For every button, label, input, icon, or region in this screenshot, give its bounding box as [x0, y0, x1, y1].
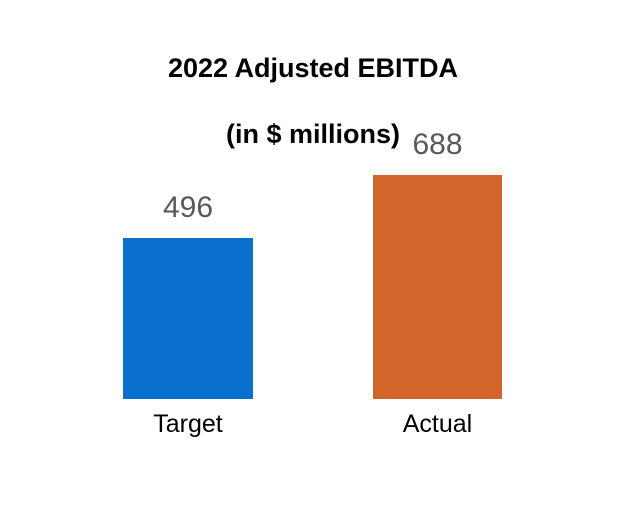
- category-label-target: Target: [153, 410, 223, 438]
- bar-target: [123, 238, 253, 399]
- value-label-target: 496: [162, 191, 214, 224]
- bar-group-actual: 688: [373, 0, 502, 399]
- category-label-actual: Actual: [402, 410, 473, 438]
- chart-title: 2022 Adjusted EBITDA (in $ millions): [0, 52, 626, 151]
- chart-title-line2: (in $ millions): [225, 119, 400, 149]
- chart-title-line1: 2022 Adjusted EBITDA: [167, 53, 459, 83]
- bar-actual: [373, 175, 502, 399]
- value-label-actual: 688: [412, 128, 463, 161]
- bar-group-target: 496: [123, 0, 253, 399]
